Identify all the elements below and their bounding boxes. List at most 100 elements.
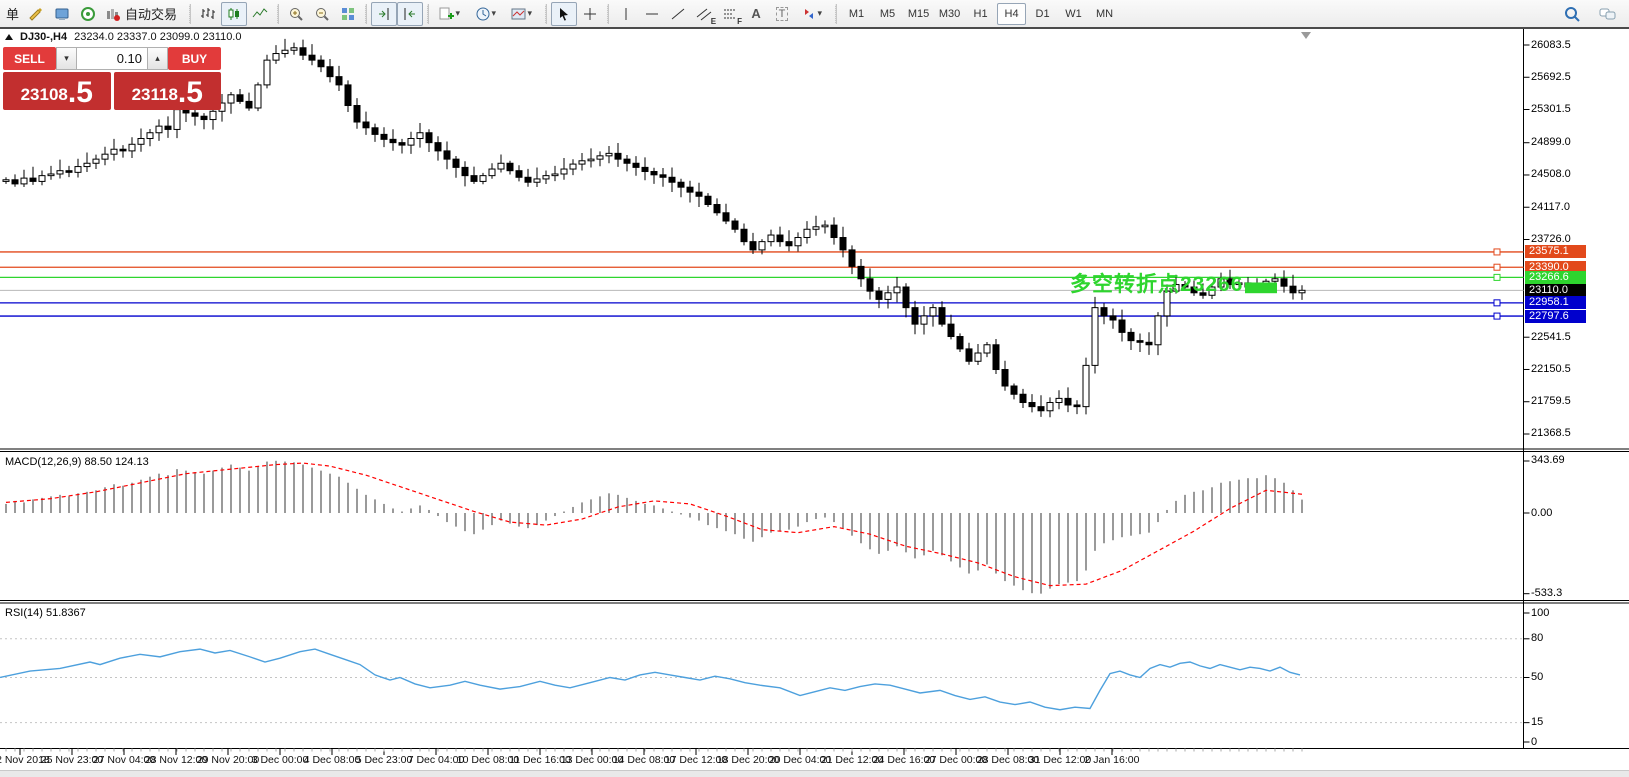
chart-shift-button[interactable]: [371, 1, 398, 26]
timeframe-button-m5[interactable]: M5: [879, 7, 896, 20]
auto-scroll-button[interactable]: [397, 1, 424, 26]
timeframe-button-m1[interactable]: M1: [848, 7, 865, 20]
line-handle[interactable]: [1493, 263, 1501, 271]
candle-body: [353, 105, 361, 123]
line-handle[interactable]: [1493, 273, 1501, 281]
cursor-button[interactable]: [551, 1, 578, 26]
volume-decrease-button[interactable]: ▾: [56, 47, 77, 70]
crosshair-icon: [584, 7, 597, 20]
price-tick-label: 22541.5: [1531, 330, 1571, 343]
timeframe-button-w1[interactable]: W1: [1065, 7, 1082, 20]
fibonacci-button[interactable]: F: [717, 2, 743, 26]
volume-increase-button[interactable]: ▴: [147, 47, 168, 70]
sell-price-button[interactable]: 23108 .5: [3, 72, 111, 110]
chart-shift-marker[interactable]: [1301, 32, 1311, 39]
candle-body: [317, 59, 325, 68]
volume-input[interactable]: 0.10: [77, 47, 147, 70]
time-axis-label: 18 Dec 20:00: [716, 754, 780, 766]
timeframe-button-d1[interactable]: D1: [1035, 7, 1050, 20]
candle-body: [677, 181, 685, 188]
bar-chart-button[interactable]: [195, 2, 221, 26]
candle-body: [893, 286, 901, 294]
vertical-line-button[interactable]: [613, 2, 639, 26]
candle-body: [974, 352, 982, 362]
vertical-line-icon: [625, 7, 627, 20]
candle-body: [29, 177, 37, 182]
terminal-button[interactable]: [49, 2, 75, 26]
data-window-icon: [81, 6, 96, 21]
candle-body: [515, 170, 523, 178]
timeframe-button-h1[interactable]: H1: [973, 7, 988, 20]
window-bottom-strip: [0, 770, 1629, 777]
autotrading-button[interactable]: 自动交易: [101, 2, 185, 26]
ohlc-values: 23234.0 23337.0 23099.0 23110.0: [74, 31, 242, 43]
candle-body: [794, 237, 802, 247]
candle-body: [362, 121, 370, 129]
text-label-button[interactable]: T: [769, 2, 795, 26]
candle-body: [992, 344, 1000, 371]
tile-windows-button[interactable]: [335, 2, 361, 26]
zoom-in-button[interactable]: [283, 2, 309, 26]
timeframe-button-mn[interactable]: MN: [1095, 7, 1114, 20]
chart-annotation-text[interactable]: 多空转折点23266: [1070, 273, 1244, 296]
candle-body: [155, 125, 163, 134]
sell-button[interactable]: SELL: [3, 47, 56, 70]
text-button[interactable]: A: [743, 2, 769, 26]
candle-body: [92, 158, 100, 164]
data-window-button[interactable]: [75, 2, 101, 26]
rsi-label: RSI(14) 51.8367: [5, 607, 86, 619]
candle-body: [443, 150, 451, 160]
candle-body: [407, 138, 415, 146]
candle-body: [704, 195, 712, 206]
candle-body: [1046, 402, 1054, 412]
candle-body: [1010, 385, 1018, 395]
line-handle[interactable]: [1493, 248, 1501, 256]
indicators-button[interactable]: ▾: [433, 2, 469, 26]
one-click-trading-panel: SELL ▾ 0.10 ▴ BUY 23108 .5 23118 .5: [3, 47, 221, 110]
price-tick-label: 24899.0: [1531, 136, 1571, 149]
price-tick-label: 24508.0: [1531, 168, 1571, 181]
timeframe-button-m15[interactable]: M15: [907, 7, 930, 20]
zoom-out-button[interactable]: [309, 2, 335, 26]
candle-body: [641, 166, 649, 173]
new-order-button[interactable]: 单: [6, 7, 20, 22]
candle-body: [1127, 331, 1135, 342]
candle-body: [1028, 402, 1036, 408]
buy-button[interactable]: BUY: [168, 47, 221, 70]
autotrading-label: 自动交易: [125, 7, 178, 22]
candle-body: [398, 142, 406, 146]
candlestick-chart-button[interactable]: [221, 1, 248, 26]
trendline-button[interactable]: [665, 2, 691, 26]
time-axis-label: 3 Dec 00:00: [251, 754, 309, 766]
line-handle[interactable]: [1493, 312, 1501, 320]
crosshair-button[interactable]: [577, 2, 603, 26]
timeframe-button-m30[interactable]: M30: [938, 7, 961, 20]
candle-body: [1298, 289, 1306, 294]
line-chart-icon: [252, 7, 268, 17]
buy-price-button[interactable]: 23118 .5: [113, 72, 221, 110]
time-axis-label: 11 Dec 16:00: [509, 754, 571, 766]
line-chart-button[interactable]: [247, 2, 273, 26]
candle-body: [299, 47, 307, 56]
collapse-triangle-icon[interactable]: [5, 34, 13, 40]
candle-body: [1082, 364, 1090, 408]
templates-button[interactable]: ▾: [505, 2, 541, 26]
candle-body: [983, 344, 991, 354]
candle-body: [812, 226, 820, 230]
chat-button[interactable]: [1595, 2, 1621, 26]
buy-price-main: 23118: [131, 85, 178, 104]
candle-body: [479, 175, 487, 182]
search-button[interactable]: [1559, 2, 1585, 26]
candle-body: [758, 241, 766, 251]
highlight-rectangle[interactable]: [1245, 282, 1277, 294]
horizontal-line-button[interactable]: [639, 2, 665, 26]
line-handle[interactable]: [1493, 299, 1501, 307]
candle-body: [1181, 284, 1189, 288]
equidistant-channel-button[interactable]: E: [691, 2, 717, 26]
timeframe-button-h4[interactable]: H4: [997, 2, 1027, 25]
candle-body: [497, 162, 505, 170]
periods-button[interactable]: ▾: [469, 2, 505, 26]
arrows-button[interactable]: ▾: [795, 2, 831, 26]
metaeditor-button[interactable]: [23, 2, 49, 26]
